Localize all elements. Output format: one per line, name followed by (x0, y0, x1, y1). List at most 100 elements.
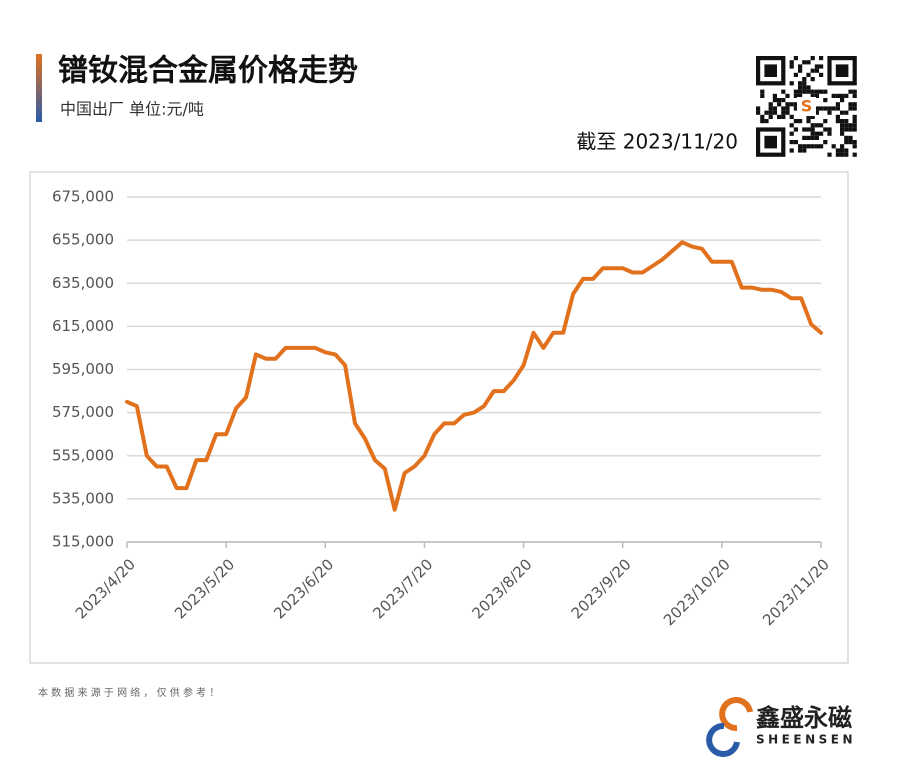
x-tick-label: 2023/9/20 (568, 555, 635, 622)
qr-cell (848, 127, 853, 132)
qr-cell (781, 114, 786, 119)
qr-cell (848, 135, 853, 140)
qr-cell (835, 152, 840, 157)
qr-cell (844, 140, 849, 145)
qr-cell (819, 89, 824, 94)
qr-cell (793, 127, 798, 132)
qr-cell (802, 89, 807, 94)
qr-cell (810, 56, 815, 61)
y-tick-label: 615,000 (52, 317, 114, 335)
qr-cell (798, 85, 803, 90)
qr-cell (772, 106, 777, 111)
qr-cell (840, 152, 845, 157)
qr-cell (819, 64, 824, 69)
qr-cell (848, 102, 853, 107)
qr-logo (797, 97, 816, 116)
qr-cell (831, 106, 836, 111)
qr-cell (844, 127, 849, 132)
qr-cell (852, 106, 857, 111)
qr-cell (835, 119, 840, 124)
qr-cell (806, 114, 811, 119)
qr-cell (814, 131, 819, 136)
title-bar (36, 54, 42, 122)
qr-cell (810, 144, 815, 149)
qr-cell (802, 60, 807, 65)
qr-cell (781, 98, 786, 103)
qr-cell (814, 64, 819, 69)
logo-arc (706, 723, 740, 757)
qr-cell (798, 93, 803, 98)
brand-cn: 鑫盛永磁 (756, 704, 852, 732)
qr-cell (819, 123, 824, 128)
chart-frame (29, 171, 849, 664)
qr-cell (848, 123, 853, 128)
chart-title: 镨钕混合金属价格走势 (58, 54, 358, 89)
qr-cell (819, 56, 824, 61)
qr-cell (806, 127, 811, 132)
qr-cell (823, 127, 828, 132)
qr-cell (823, 89, 828, 94)
qr-cell (814, 68, 819, 73)
qr-cell (827, 127, 832, 132)
qr-cell (789, 81, 794, 86)
y-tick-label: 655,000 (52, 231, 114, 249)
qr-cell (793, 102, 798, 107)
qr-code: S (755, 55, 857, 157)
qr-cell (777, 114, 782, 119)
qr-cell (827, 152, 832, 157)
qr-cell (793, 56, 798, 61)
qr-cell (840, 131, 845, 136)
qr-cell (806, 60, 811, 65)
qr-cell (756, 106, 761, 111)
x-tick-label: 2023/8/20 (468, 555, 535, 622)
qr-cell (768, 114, 773, 119)
qr-cell (798, 148, 803, 153)
qr-cell (802, 135, 807, 140)
qr-cell (772, 93, 777, 98)
qr-cell (844, 152, 849, 157)
qr-cell (785, 106, 790, 111)
qr-cell (793, 89, 798, 94)
qr-cell (840, 127, 845, 132)
qr-cell (814, 89, 819, 94)
qr-cell (793, 119, 798, 124)
qr-cell (827, 131, 832, 136)
y-tick-label: 635,000 (52, 274, 114, 292)
y-tick-label: 595,000 (52, 360, 114, 378)
x-tick-label: 2023/4/20 (72, 555, 139, 622)
qr-cell (840, 93, 845, 98)
qr-cell (852, 144, 857, 149)
qr-cell (802, 148, 807, 153)
qr-cell (802, 81, 807, 86)
x-tick-label: 2023/5/20 (171, 555, 238, 622)
qr-cell (852, 119, 857, 124)
qr-finder (764, 64, 777, 77)
qr-cell (768, 110, 773, 115)
qr-cell (827, 110, 832, 115)
qr-cell (798, 81, 803, 86)
qr-cell (835, 148, 840, 153)
x-tick-label: 2023/10/20 (660, 555, 734, 629)
as-of-date: 截至 2023/11/20 (576, 130, 738, 154)
qr-cell (814, 135, 819, 140)
qr-cell (810, 68, 815, 73)
qr-cell (819, 106, 824, 111)
qr-cell (852, 89, 857, 94)
qr-cell (760, 89, 765, 94)
qr-cell (823, 98, 828, 103)
qr-cell (802, 85, 807, 90)
qr-finder (827, 55, 857, 86)
qr-cell (827, 106, 832, 111)
qr-cell (814, 106, 819, 111)
y-tick-label: 535,000 (52, 489, 114, 507)
y-tick-label: 575,000 (52, 403, 114, 421)
qr-cell (852, 127, 857, 132)
qr-cell (798, 68, 803, 73)
qr-cell (802, 127, 807, 132)
qr-cell (814, 123, 819, 128)
qr-cell (785, 93, 790, 98)
qr-cell (806, 144, 811, 149)
qr-cell (806, 119, 811, 124)
y-tick-label: 515,000 (52, 533, 114, 551)
